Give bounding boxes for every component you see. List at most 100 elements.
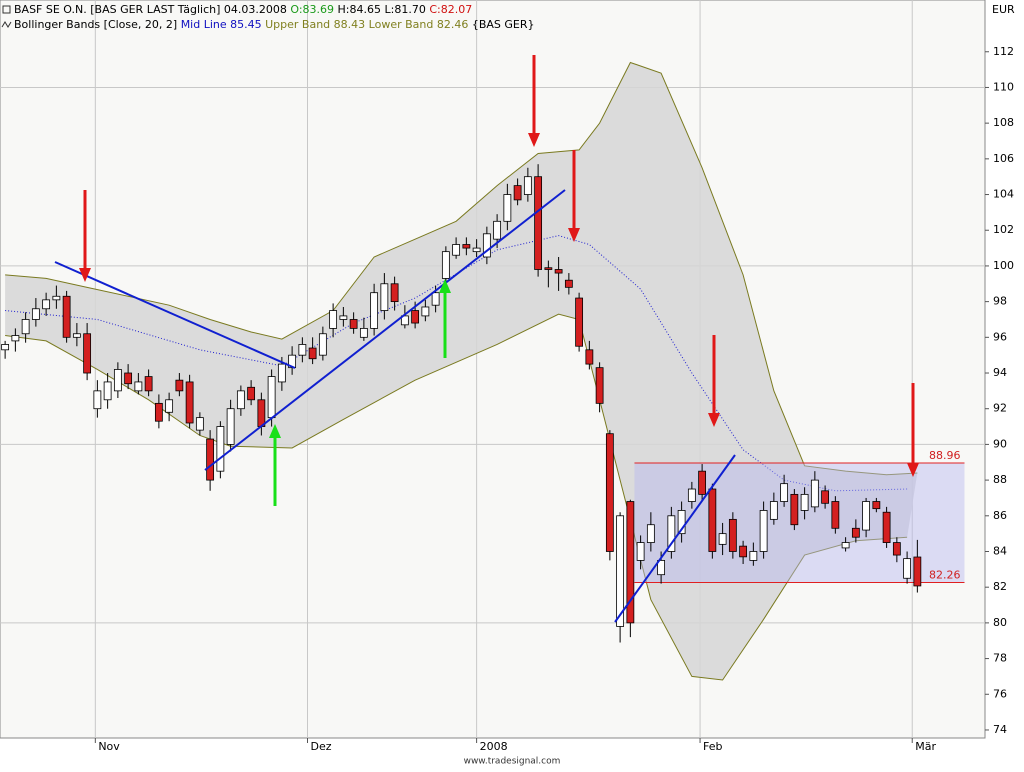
candle-body [605, 433, 614, 552]
band-line [5, 235, 908, 492]
arrow-head [708, 413, 720, 427]
y-tick-label: 90 [993, 437, 1007, 450]
y-tick-label: 112 [993, 45, 1014, 58]
candle-body [226, 408, 235, 445]
arrow-head [528, 133, 540, 147]
candle-body [513, 185, 522, 201]
candle-body [52, 295, 61, 301]
candle-body [390, 283, 399, 303]
candle-body [42, 299, 51, 310]
candle-body [698, 470, 707, 495]
x-tick-label: 2008 [480, 740, 508, 753]
indicator-title: Bollinger Bands [Close, 20, 2] [14, 18, 177, 31]
candle-body [462, 244, 471, 249]
candle-body [862, 501, 871, 531]
candle-body [708, 488, 717, 552]
candle-body [175, 379, 184, 392]
candle-body [359, 327, 368, 338]
candle-body [646, 524, 655, 543]
band-fill [5, 62, 918, 680]
y-unit: EUR [992, 3, 1015, 16]
candle-body [329, 310, 338, 329]
candle-body [154, 402, 163, 422]
candle-body [72, 333, 81, 338]
candle-body [318, 333, 327, 356]
y-tick-label: 96 [993, 330, 1007, 343]
header-title: BASF SE O.N. [BAS GER LAST Täglich] 04.0… [14, 3, 287, 16]
candle-body [657, 560, 666, 576]
indicator-value: Upper Band 88.43 [265, 18, 365, 31]
y-tick-label: 108 [993, 116, 1014, 129]
candle-body [247, 386, 256, 401]
indicator-icon [1, 21, 12, 28]
candle-body [83, 333, 92, 374]
arrow-head [907, 463, 919, 477]
y-tick-label: 104 [993, 188, 1014, 201]
candle-body [308, 347, 317, 360]
y-tick-label: 80 [993, 616, 1007, 629]
candle-body [790, 493, 799, 526]
trend-line [54, 261, 296, 369]
arrow-head [269, 424, 281, 438]
candle-body [585, 349, 594, 365]
y-tick-label: 86 [993, 509, 1007, 522]
candle-body [93, 390, 102, 410]
arrow-head [568, 228, 580, 242]
candle-body [575, 297, 584, 347]
x-tick-label: Feb [703, 740, 722, 753]
candle-body [800, 493, 809, 511]
candle-body [913, 556, 922, 587]
trend-line [204, 189, 566, 471]
candle-body [564, 279, 573, 288]
candle-body [718, 533, 727, 545]
indicator-value: {BAS GER} [472, 18, 535, 31]
indicator-value: Lower Band 82.46 [369, 18, 469, 31]
y-tick-label: 82 [993, 580, 1007, 593]
candle-body [452, 244, 461, 256]
y-tick-label: 76 [993, 687, 1007, 700]
arrow-head [439, 279, 451, 293]
candle-body [482, 233, 491, 258]
range-label: 88.96 [929, 449, 961, 462]
candle-body [206, 438, 215, 481]
arrow-head [79, 268, 91, 282]
ohlc-value: O:83.69 [290, 3, 334, 16]
ohlc-value: L:81.70 [385, 3, 426, 16]
candle-body [421, 306, 430, 317]
candle-body [636, 542, 645, 561]
candle-body [544, 267, 553, 270]
candle-body [400, 315, 409, 326]
y-tick-label: 100 [993, 259, 1014, 272]
y-tick-label: 102 [993, 223, 1014, 236]
candle-body [62, 295, 71, 338]
candle-body [380, 283, 389, 311]
band-line [5, 61, 918, 476]
candle-body [728, 518, 737, 552]
candle-body [11, 335, 20, 342]
candle-body [134, 381, 143, 392]
candle-body [236, 390, 245, 410]
y-tick-label: 84 [993, 544, 1007, 557]
candle-body [759, 510, 768, 552]
y-tick-label: 88 [993, 473, 1007, 486]
candle-body [277, 363, 286, 383]
candle-body [411, 310, 420, 324]
candle-body [534, 176, 543, 270]
candle-body [882, 511, 891, 543]
candle-body [195, 417, 204, 431]
y-tick-label: 78 [993, 652, 1007, 665]
candle-body [298, 344, 307, 356]
candle-body [523, 176, 532, 195]
candle-body [821, 490, 830, 504]
x-tick-label: Nov [98, 740, 120, 753]
candle-body [616, 515, 625, 627]
candle-body [769, 501, 778, 520]
candle-body [892, 542, 901, 556]
candle-body [739, 545, 748, 558]
candle-body [554, 269, 563, 274]
y-tick-label: 106 [993, 152, 1014, 165]
candle-body [667, 515, 676, 552]
candle-body [31, 308, 40, 320]
candle-body [472, 247, 481, 253]
